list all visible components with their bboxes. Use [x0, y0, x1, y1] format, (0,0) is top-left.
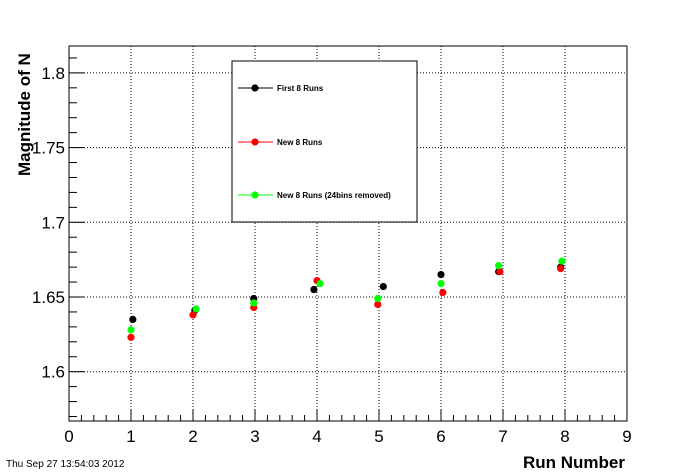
data-point-series-3 — [437, 279, 445, 288]
data-point-series-2 — [496, 267, 504, 276]
y-tick-label: 1.75 — [32, 139, 65, 158]
x-tick-label: 2 — [188, 427, 197, 446]
legend-marker — [251, 84, 259, 92]
x-tick-label: 8 — [560, 427, 569, 446]
legend-marker — [251, 138, 259, 146]
tick-labels: 0 1 2 3 4 5 6 7 8 9 1.6 1.65 1.7 1.75 1.8 — [32, 64, 632, 446]
data-point-series-2 — [557, 265, 565, 273]
legend-label: First 8 Runs — [277, 84, 324, 93]
y-axis-label: Magnitude of N — [15, 53, 34, 176]
y-tick-label: 1.8 — [41, 64, 65, 83]
plot-frame — [68, 45, 628, 422]
data-point-series-3 — [558, 257, 566, 265]
timestamp: Thu Sep 27 13:54:03 2012 — [6, 459, 125, 470]
data-point-series-1 — [310, 285, 318, 294]
data-point-series-1 — [379, 282, 387, 291]
legend-label: New 8 Runs — [277, 138, 323, 147]
x-tick-label: 3 — [250, 427, 259, 446]
legend-marker — [251, 191, 259, 199]
data-point-series-3 — [495, 262, 503, 270]
x-tick-label: 7 — [498, 427, 507, 446]
legend: First 8 Runs New 8 Runs New 8 Runs (24bins… — [231, 60, 418, 223]
y-tick-label: 1.6 — [41, 363, 65, 382]
data-point-series-3 — [250, 299, 258, 307]
data-point-series-3 — [374, 294, 382, 303]
data-point-series-2 — [374, 300, 382, 309]
y-tick-label: 1.7 — [41, 213, 65, 232]
axis-ticks — [68, 57, 628, 421]
x-tick-label: 0 — [64, 427, 73, 446]
x-tick-label: 1 — [126, 427, 135, 446]
data-point-series-1 — [437, 270, 445, 279]
data-points — [127, 257, 566, 341]
x-axis-label: Run Number — [523, 453, 625, 472]
x-tick-label: 9 — [622, 427, 631, 446]
data-point-series-3 — [192, 305, 200, 313]
data-point-series-3 — [127, 326, 135, 334]
x-tick-label: 5 — [374, 427, 383, 446]
data-point-series-2 — [439, 288, 447, 297]
data-point-series-2 — [189, 311, 197, 319]
legend-label: New 8 Runs (24bins removed) — [277, 191, 391, 200]
data-point-series-2 — [127, 333, 135, 341]
x-tick-label: 4 — [312, 427, 321, 446]
x-tick-label: 6 — [436, 427, 445, 446]
data-point-series-1 — [129, 315, 137, 324]
y-tick-label: 1.65 — [32, 288, 65, 307]
data-point-series-3 — [316, 279, 324, 288]
